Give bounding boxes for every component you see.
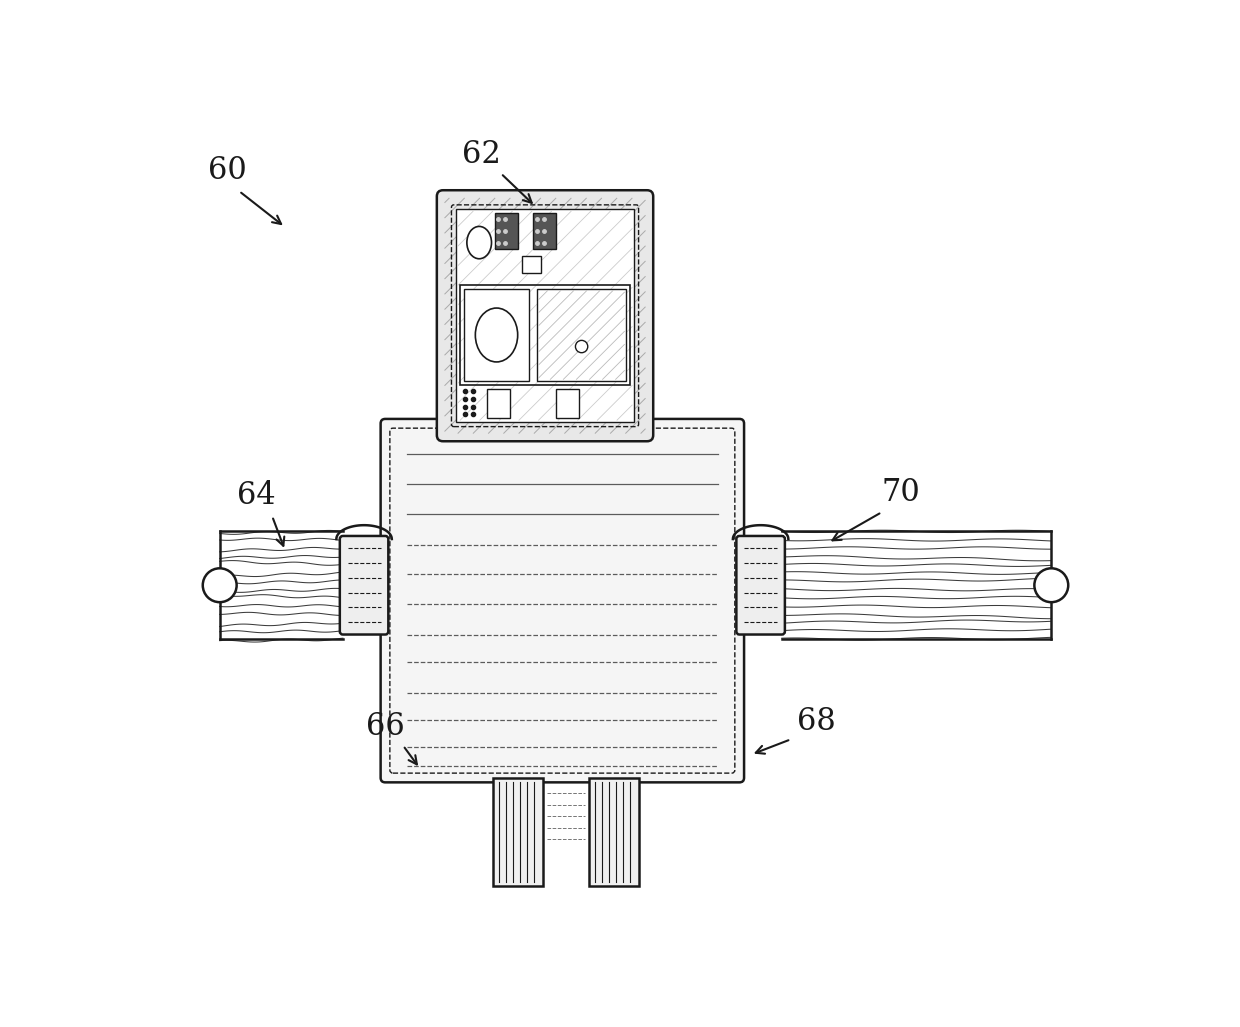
Bar <box>487 389 510 418</box>
Text: 68: 68 <box>797 706 836 737</box>
Bar <box>494 777 543 885</box>
FancyBboxPatch shape <box>737 536 785 635</box>
Text: 60: 60 <box>208 155 247 186</box>
Bar <box>485 427 605 435</box>
Bar <box>522 257 541 273</box>
Text: 66: 66 <box>366 712 404 743</box>
FancyBboxPatch shape <box>340 536 388 635</box>
FancyBboxPatch shape <box>381 419 744 783</box>
Circle shape <box>1034 568 1068 602</box>
Bar <box>533 214 557 249</box>
Bar <box>460 284 630 385</box>
Text: 70: 70 <box>882 477 920 507</box>
Ellipse shape <box>475 308 517 362</box>
Bar <box>495 214 517 249</box>
Bar <box>464 289 529 381</box>
Ellipse shape <box>467 226 491 259</box>
Circle shape <box>203 568 237 602</box>
FancyBboxPatch shape <box>436 190 653 442</box>
Bar <box>456 210 634 422</box>
Bar <box>589 777 640 885</box>
Circle shape <box>575 340 588 352</box>
Bar <box>557 389 579 418</box>
Text: 64: 64 <box>237 481 275 511</box>
Bar <box>537 289 626 381</box>
Text: 62: 62 <box>463 140 501 170</box>
